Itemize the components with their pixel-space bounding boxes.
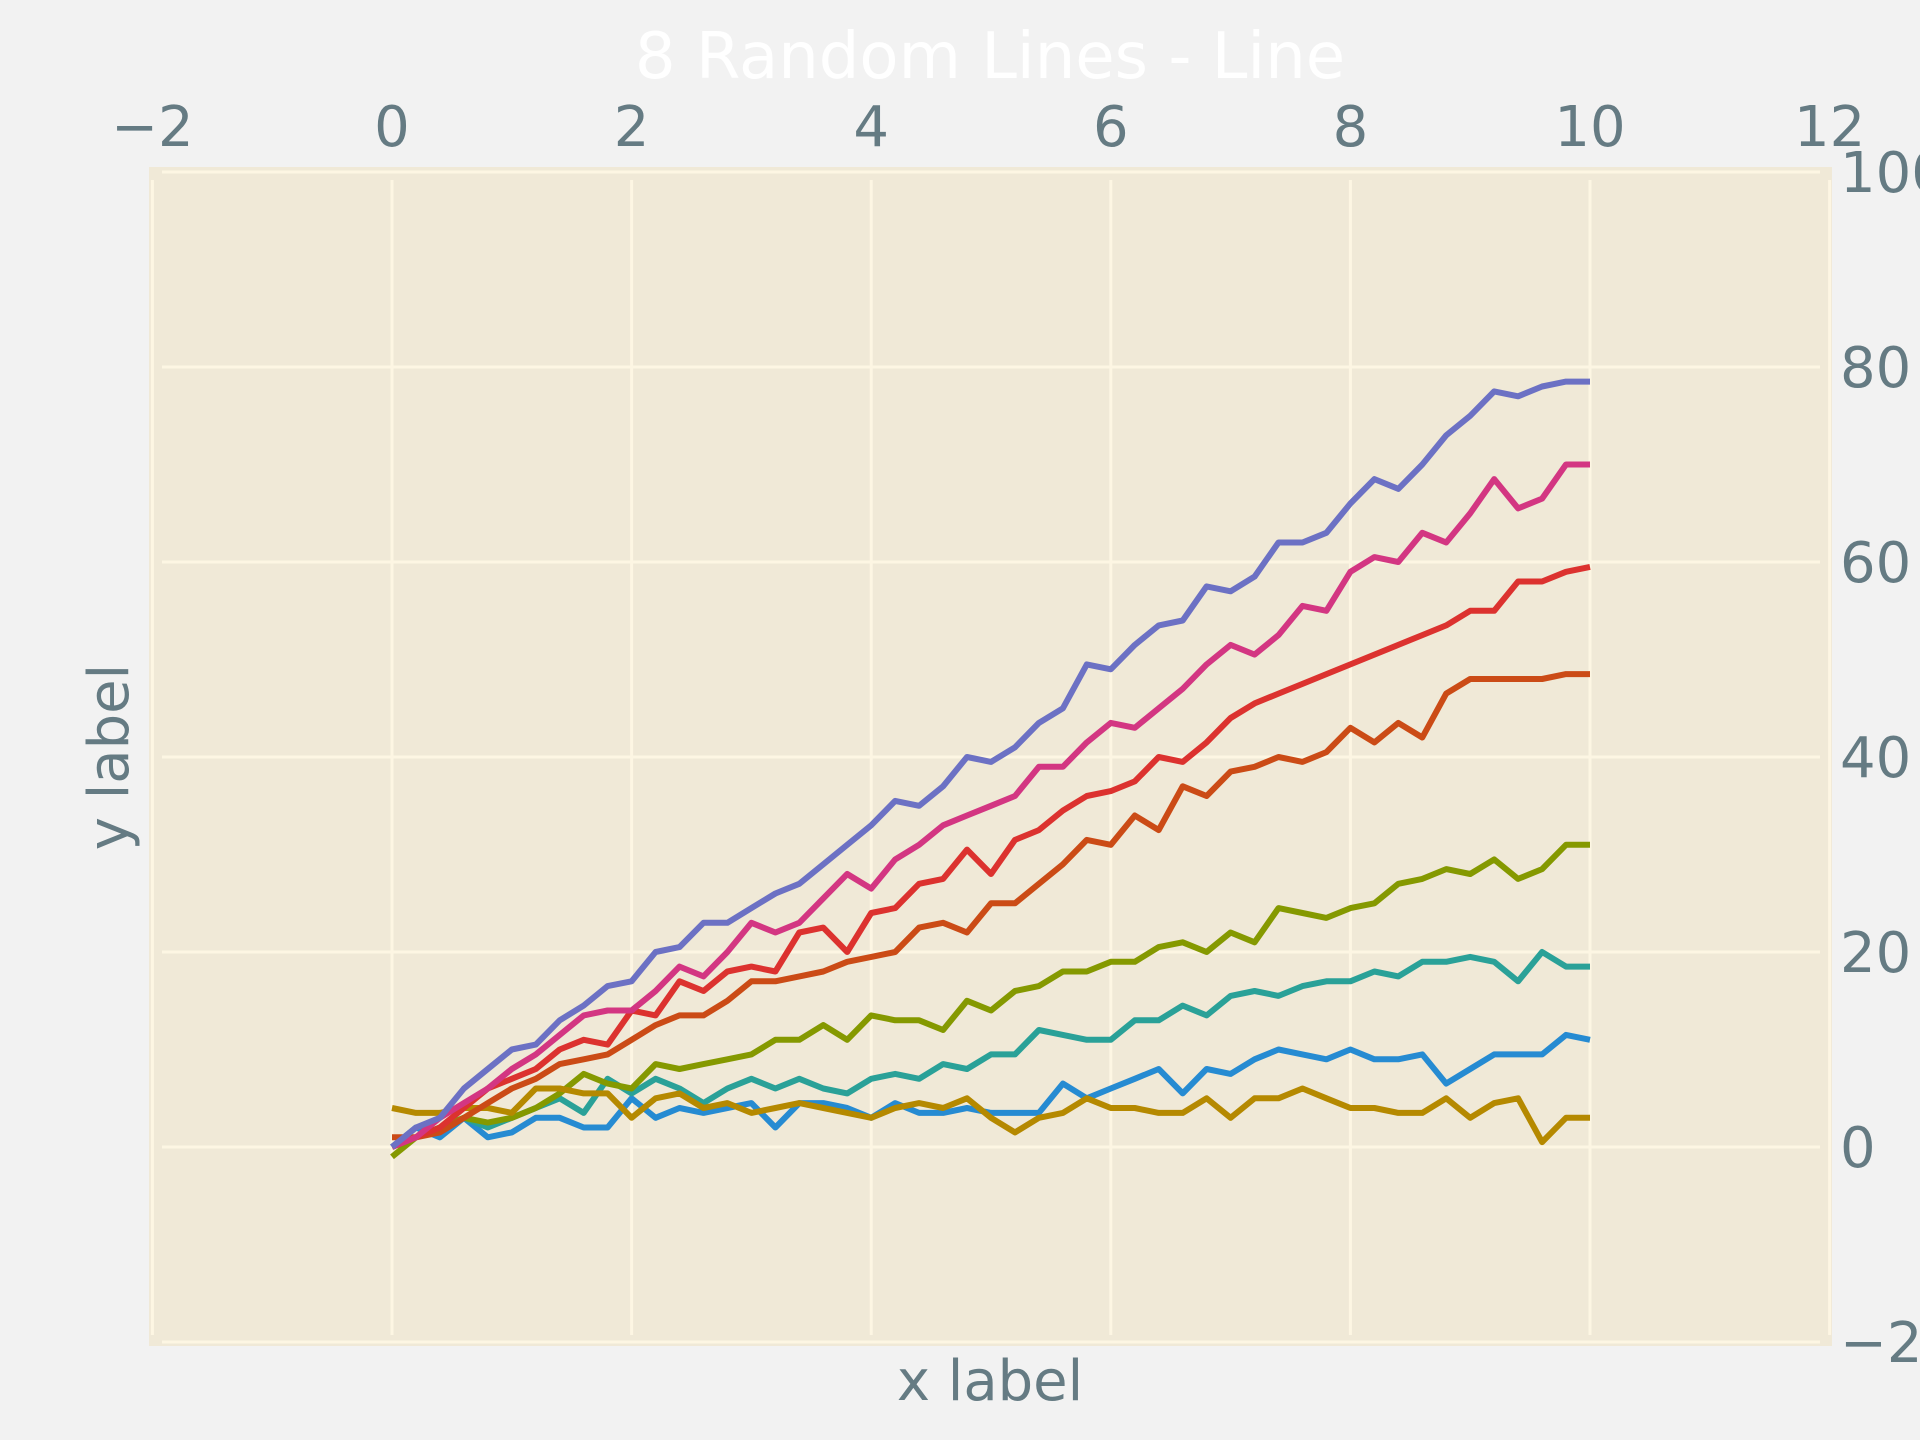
x-tick-labels: −2 0 2 4 6 8 10 12 bbox=[111, 95, 1865, 160]
y-tick-label: 40 bbox=[1840, 726, 1911, 791]
series-line-2 bbox=[390, 949, 1590, 1150]
x-axis-label: x label bbox=[897, 1349, 1083, 1414]
grid-lines bbox=[150, 170, 1832, 1344]
x-tick-label: 10 bbox=[1554, 95, 1625, 160]
y-tick-label: 0 bbox=[1840, 1116, 1876, 1181]
chart-title: 8 Random Lines - Line bbox=[635, 20, 1345, 94]
x-tick-label: 6 bbox=[1093, 95, 1129, 160]
x-tick-label: 12 bbox=[1794, 95, 1865, 160]
y-tick-label: 100 bbox=[1840, 141, 1920, 206]
series-line-7 bbox=[390, 461, 1590, 1150]
series-line-4 bbox=[391, 1085, 1590, 1146]
y-tick-labels: −20 0 20 40 60 80 100 bbox=[1840, 141, 1920, 1376]
series-line-3 bbox=[390, 841, 1590, 1160]
y-tick-label: 20 bbox=[1840, 921, 1911, 986]
x-tick-label: 0 bbox=[374, 95, 410, 160]
x-tick-label: 4 bbox=[853, 95, 889, 160]
series-line-8 bbox=[390, 378, 1590, 1150]
x-tick-label: 8 bbox=[1333, 95, 1369, 160]
y-tick-label: 60 bbox=[1840, 531, 1911, 596]
x-tick-label: 2 bbox=[614, 95, 650, 160]
series-lines bbox=[390, 378, 1591, 1160]
x-tick-label: −2 bbox=[111, 95, 194, 160]
y-tick-label: 80 bbox=[1840, 336, 1911, 401]
y-tick-label: −20 bbox=[1840, 1311, 1920, 1376]
series-line-1 bbox=[390, 1031, 1591, 1150]
series-line-5 bbox=[392, 671, 1590, 1141]
y-axis-label: y label bbox=[77, 664, 142, 850]
series-line-6 bbox=[390, 563, 1591, 1150]
